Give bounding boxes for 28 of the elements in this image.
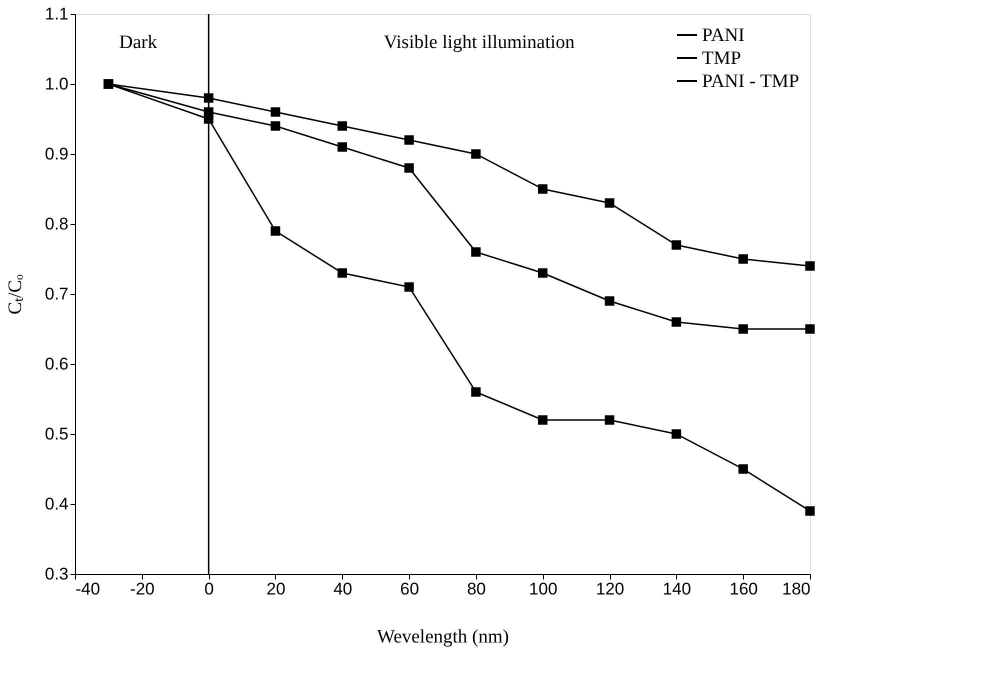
legend-label: PANI - TMP xyxy=(702,71,800,92)
x-tick-label: 140 xyxy=(662,580,692,598)
x-tick-label: -20 xyxy=(130,580,155,598)
y-tick-label: 1.1 xyxy=(44,4,68,24)
legend-label: TMP xyxy=(702,48,742,69)
y-tick-label: 0.8 xyxy=(44,214,68,234)
y-tick-label: 1.0 xyxy=(44,74,68,94)
x-tick-label: 20 xyxy=(266,580,286,598)
x-tick-label: 80 xyxy=(466,580,486,598)
annotation: Visible light illumination xyxy=(384,32,576,53)
x-tick-label: 40 xyxy=(333,580,352,598)
y-tick-label: 0.6 xyxy=(44,354,68,374)
x-axis-title: Wevelength (nm) xyxy=(377,626,509,648)
y-tick-label: 0.5 xyxy=(44,424,68,444)
legend-label: PANI xyxy=(702,25,745,46)
y-tick-label: 0.7 xyxy=(44,284,68,304)
x-tick-label: -40 xyxy=(76,580,100,598)
y-tick-label: 0.9 xyxy=(44,144,68,164)
x-tick-label: 0 xyxy=(204,580,214,598)
y-tick-label: 0.4 xyxy=(44,494,68,514)
x-tick-label: 100 xyxy=(529,580,558,598)
y-tick-label: 0.3 xyxy=(44,564,68,584)
x-tick-label: 160 xyxy=(729,580,758,598)
x-tick-label: 60 xyxy=(400,580,420,598)
x-tick-label: 120 xyxy=(596,580,624,598)
annotation: Dark xyxy=(119,32,158,53)
y-axis-title: Cₜ/Cₒ xyxy=(4,274,26,315)
x-tick-label: 180 xyxy=(782,580,810,598)
